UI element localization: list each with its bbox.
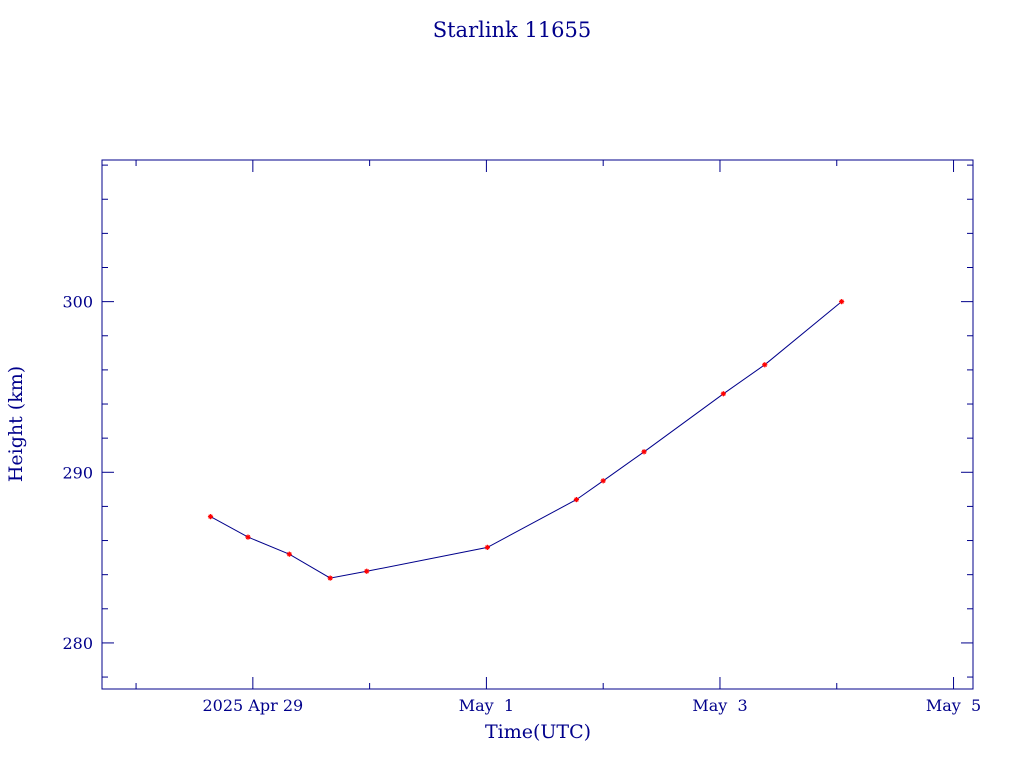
data-point-stroke xyxy=(485,545,490,550)
x-tick-label: May 5 xyxy=(926,696,981,715)
x-tick-label: 2025 Apr 29 xyxy=(202,696,303,715)
data-point-stroke xyxy=(574,497,579,502)
data-point xyxy=(600,478,606,484)
y-tick-label: 300 xyxy=(62,293,93,312)
y-axis-ticks xyxy=(102,164,973,678)
data-point-stroke xyxy=(245,534,251,540)
data-point-stroke xyxy=(208,514,213,519)
data-point xyxy=(839,299,845,305)
y-axis-tick-labels: 280 290 300 xyxy=(62,293,93,653)
x-axis-tick-labels: 2025 Apr 29 May 1 May 3 May 5 xyxy=(202,696,981,715)
data-point xyxy=(245,534,251,540)
data-point-stroke xyxy=(600,478,606,484)
data-point xyxy=(641,449,647,455)
data-point xyxy=(364,568,370,574)
data-point xyxy=(484,544,490,550)
data-point-stroke xyxy=(721,391,726,397)
x-tick-label: May 1 xyxy=(459,696,514,715)
data-point-stroke xyxy=(762,362,767,368)
data-point-stroke xyxy=(839,299,844,304)
data-point xyxy=(327,575,333,581)
series-height xyxy=(207,299,845,581)
data-point-stroke xyxy=(287,551,292,557)
x-tick-label: May 3 xyxy=(692,696,747,715)
y-axis-label: Height (km) xyxy=(5,366,27,482)
y-tick-label: 290 xyxy=(62,463,93,482)
x-axis-ticks xyxy=(135,160,955,689)
chart-title: Starlink 11655 xyxy=(433,18,592,42)
data-point-stroke xyxy=(641,449,647,455)
y-tick-label: 280 xyxy=(62,634,93,653)
data-point xyxy=(720,391,726,397)
series-line xyxy=(210,301,842,579)
data-point xyxy=(762,362,768,368)
data-point xyxy=(207,514,214,520)
data-point-stroke xyxy=(364,569,369,574)
data-point xyxy=(286,551,292,557)
data-point xyxy=(573,496,580,503)
data-point-stroke xyxy=(327,575,333,581)
plot-frame xyxy=(101,159,974,690)
x-axis-label: Time(UTC) xyxy=(485,721,591,743)
